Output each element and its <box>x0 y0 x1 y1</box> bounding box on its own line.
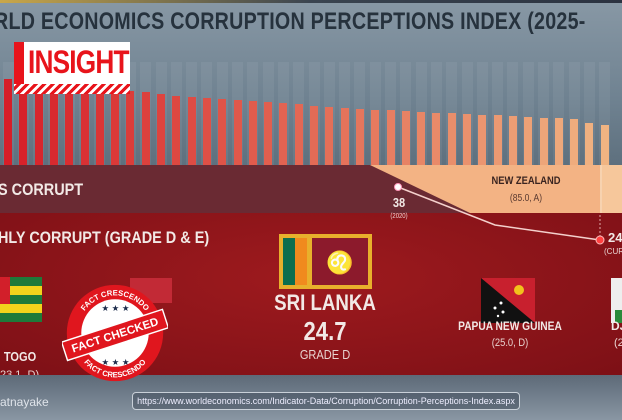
bar <box>478 115 487 165</box>
sri-lanka-grade: GRADE D <box>299 347 351 362</box>
page-title: RLD ECONOMICS CORRUPTION PERCEPTIONS IND… <box>0 8 586 35</box>
country-detail-papua-new-guinea: (25.0, D) <box>491 337 529 349</box>
footer <box>0 375 622 420</box>
bar <box>49 84 58 165</box>
country-name-djibouti: DJ <box>611 319 622 333</box>
bar <box>95 87 104 165</box>
bar-slot <box>553 62 565 165</box>
bar <box>570 119 579 165</box>
bar-slot <box>507 62 519 165</box>
bar-chart <box>0 60 622 165</box>
svg-text:★ ★ ★: ★ ★ ★ <box>102 357 130 367</box>
svg-text:★ ★ ★: ★ ★ ★ <box>102 303 130 313</box>
bar <box>19 82 28 165</box>
sri-lanka-flag-icon: ♌ <box>279 234 372 289</box>
togo-flag-icon <box>0 277 42 322</box>
bar <box>386 110 395 165</box>
bar <box>447 113 456 165</box>
bar <box>187 97 196 165</box>
bar <box>371 110 380 165</box>
bar <box>202 98 211 165</box>
fact-checked-stamp: FACT CRESCENDO FACT CRESCENDO ★ ★ ★★ ★ ★… <box>62 284 168 382</box>
papua-new-guinea-flag-icon <box>481 278 535 323</box>
bar-slot <box>599 62 611 165</box>
new-zealand-detail: (85.0, A) <box>509 193 543 204</box>
highly-corrupt-label: HLY CORRUPT (GRADE D & E) <box>0 228 210 247</box>
bar <box>80 86 89 165</box>
bar-slot <box>583 62 595 165</box>
trend-start-point <box>394 183 402 191</box>
trend-start-label: (2020) <box>390 213 408 220</box>
bar-slot <box>568 62 580 165</box>
country-name-togo: TOGO <box>3 349 37 364</box>
top-strip <box>0 0 622 3</box>
bar <box>585 122 594 165</box>
svg-text:♌: ♌ <box>326 250 353 275</box>
trend-current-value: 24 <box>608 230 622 245</box>
trend-current-point <box>595 235 605 245</box>
bar-slot <box>522 62 534 165</box>
bar <box>172 96 181 165</box>
bar <box>34 83 43 165</box>
bar <box>508 116 517 165</box>
bar <box>539 118 548 165</box>
bar <box>111 88 120 165</box>
bar <box>355 109 364 165</box>
bar <box>264 102 273 165</box>
bar <box>463 114 471 165</box>
bar <box>524 117 533 165</box>
bar <box>4 79 12 165</box>
trend-start-value: 38 <box>392 195 406 210</box>
less-corrupt-label: S CORRUPT <box>0 180 84 199</box>
clean-zone-right <box>600 165 622 213</box>
insight-logo: INSIGHT <box>14 42 130 94</box>
bar <box>325 107 334 165</box>
source-url[interactable]: https://www.worldeconomics.com/Indicator… <box>132 392 520 410</box>
bar <box>554 118 563 165</box>
bar <box>340 108 349 165</box>
country-name-papua-new-guinea: PAPUA NEW GUINEA <box>458 319 562 333</box>
trend-current-label: (CUR <box>604 247 622 256</box>
djibouti-flag-icon <box>611 278 622 323</box>
bar <box>600 124 609 165</box>
bar-slot <box>461 62 473 165</box>
credit-text: atnayake <box>0 395 49 409</box>
bar <box>218 99 227 165</box>
bar-slot <box>476 62 488 165</box>
bar <box>401 111 410 165</box>
bar <box>310 106 318 165</box>
country-detail-djibouti: (2 <box>614 337 622 349</box>
bar <box>279 103 288 165</box>
bar <box>126 91 135 165</box>
bar <box>248 101 257 165</box>
bar <box>65 85 74 165</box>
new-zealand-name: NEW ZEALAND <box>491 175 561 187</box>
bar <box>417 112 426 165</box>
sri-lanka-score: 24.7 <box>303 316 347 346</box>
bar <box>432 113 441 165</box>
bar <box>233 100 242 165</box>
bar <box>493 115 502 165</box>
bar <box>294 104 303 165</box>
bar <box>157 94 165 165</box>
bar-slot <box>492 62 504 165</box>
bar <box>141 92 150 165</box>
bar-slot <box>538 62 549 165</box>
country-name-sri-lanka: SRI LANKA <box>274 290 376 315</box>
